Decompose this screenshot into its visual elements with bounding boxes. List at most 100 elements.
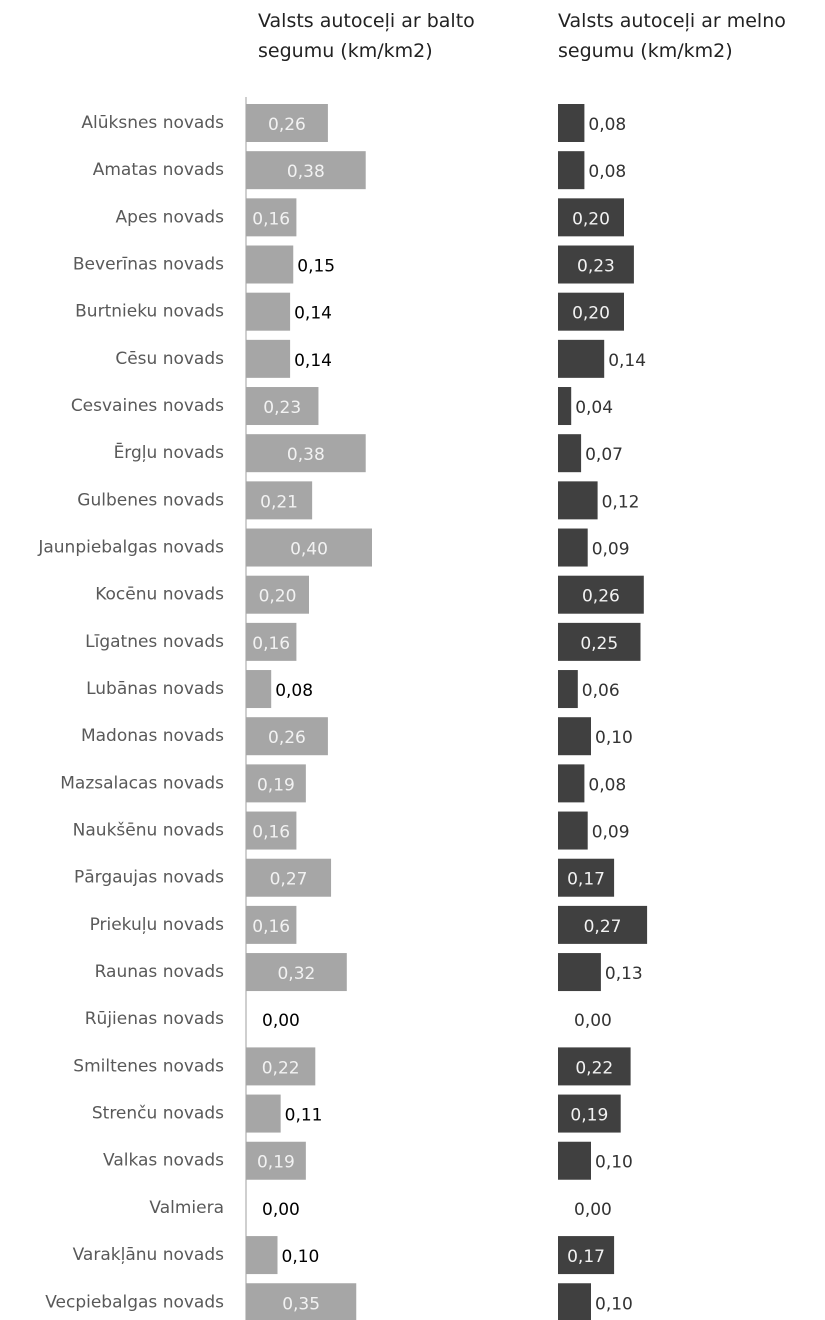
category-label: Rūjienas novads <box>85 1009 224 1029</box>
category-label: Gulbenes novads <box>77 490 224 510</box>
value-label: 0,10 <box>595 1294 633 1314</box>
value-label: 0,04 <box>575 398 613 418</box>
value-label: 0,00 <box>262 1200 300 1220</box>
bar <box>558 434 582 473</box>
bar <box>558 575 644 614</box>
category-label: Mazsalacas novads <box>60 773 224 793</box>
value-label: 0,08 <box>588 775 626 795</box>
panel-title: Valsts autoceļi ar melno segumu (km/km2) <box>558 10 786 62</box>
value-label: 0,26 <box>268 728 306 748</box>
value-label: 0,20 <box>572 209 610 229</box>
bar <box>558 481 598 520</box>
value-label: 0,38 <box>287 162 325 182</box>
bar <box>246 1283 357 1320</box>
value-label: 0,26 <box>268 115 306 135</box>
bar <box>558 1236 615 1275</box>
value-label: 0,15 <box>297 257 335 277</box>
value-label: 0,14 <box>294 304 332 324</box>
bar <box>246 1236 278 1275</box>
bar <box>558 953 601 992</box>
value-label: 0,16 <box>252 209 290 229</box>
bar <box>246 811 297 850</box>
bar <box>246 1141 306 1180</box>
bar <box>246 858 332 897</box>
bar <box>246 717 328 756</box>
value-label: 0,20 <box>572 304 610 324</box>
value-label: 0,38 <box>287 445 325 465</box>
bar <box>558 387 572 426</box>
category-label: Naukšēnu novads <box>73 821 224 841</box>
category-label: Apes novads <box>116 207 225 227</box>
category-label: Vecpiebalgas novads <box>45 1292 224 1312</box>
category-label: Amatas novads <box>93 160 224 180</box>
value-label: 0,19 <box>257 1153 295 1173</box>
value-label: 0,12 <box>602 492 640 512</box>
value-label: 0,16 <box>252 823 290 843</box>
bar <box>246 575 309 614</box>
bar <box>246 764 306 803</box>
bar <box>246 622 297 661</box>
value-label: 0,19 <box>570 1106 608 1126</box>
value-label: 0,14 <box>294 351 332 371</box>
value-label: 0,00 <box>574 1200 612 1220</box>
value-label: 0,21 <box>260 492 298 512</box>
category-label: Beverīnas novads <box>73 255 224 275</box>
bar <box>558 339 605 378</box>
bar <box>246 339 291 378</box>
category-label: Cesvaines novads <box>71 396 224 416</box>
bar <box>558 245 634 284</box>
value-label: 0,17 <box>567 1247 605 1267</box>
category-label: Madonas novads <box>81 726 224 746</box>
value-label: 0,22 <box>575 1058 613 1078</box>
value-label: 0,16 <box>252 634 290 654</box>
bar <box>558 1283 591 1320</box>
category-label: Lubānas novads <box>86 679 224 699</box>
value-label: 0,08 <box>588 162 626 182</box>
category-label: Smiltenes novads <box>73 1056 224 1076</box>
bar <box>246 434 366 473</box>
value-label: 0,10 <box>595 1153 633 1173</box>
bar <box>558 292 624 331</box>
value-label: 0,16 <box>252 917 290 937</box>
bar <box>558 622 641 661</box>
value-label: 0,09 <box>592 823 630 843</box>
category-label: Alūksnes novads <box>81 113 224 133</box>
value-label: 0,32 <box>277 964 315 984</box>
value-label: 0,11 <box>285 1106 323 1126</box>
bar <box>246 198 297 237</box>
bar <box>558 811 588 850</box>
category-label: Varakļānu novads <box>73 1245 225 1265</box>
value-label: 0,06 <box>582 681 620 701</box>
value-label: 0,25 <box>580 634 618 654</box>
value-label: 0,08 <box>588 115 626 135</box>
category-label: Kocēnu novads <box>95 585 224 605</box>
category-label: Raunas novads <box>95 962 225 982</box>
bar <box>246 387 319 426</box>
category-label: Valmiera <box>149 1198 224 1218</box>
value-label: 0,14 <box>608 351 646 371</box>
value-label: 0,09 <box>592 540 630 560</box>
value-label: 0,00 <box>574 1011 612 1031</box>
bar <box>246 292 291 331</box>
bar <box>558 104 585 142</box>
bar <box>246 1094 281 1133</box>
category-label: Burtnieku novads <box>75 302 224 322</box>
bar <box>246 151 366 190</box>
bar <box>558 905 648 944</box>
value-label: 0,07 <box>585 445 623 465</box>
bar <box>558 198 624 237</box>
bar <box>558 764 585 803</box>
value-label: 0,10 <box>595 728 633 748</box>
bar <box>246 905 297 944</box>
bar <box>558 1047 631 1086</box>
value-label: 0,08 <box>275 681 313 701</box>
value-label: 0,00 <box>262 1011 300 1031</box>
bar <box>558 1141 591 1180</box>
value-label: 0,27 <box>270 870 308 890</box>
bar <box>246 104 328 142</box>
value-label: 0,22 <box>262 1058 300 1078</box>
category-label: Priekuļu novads <box>90 915 225 935</box>
bar <box>558 670 578 709</box>
